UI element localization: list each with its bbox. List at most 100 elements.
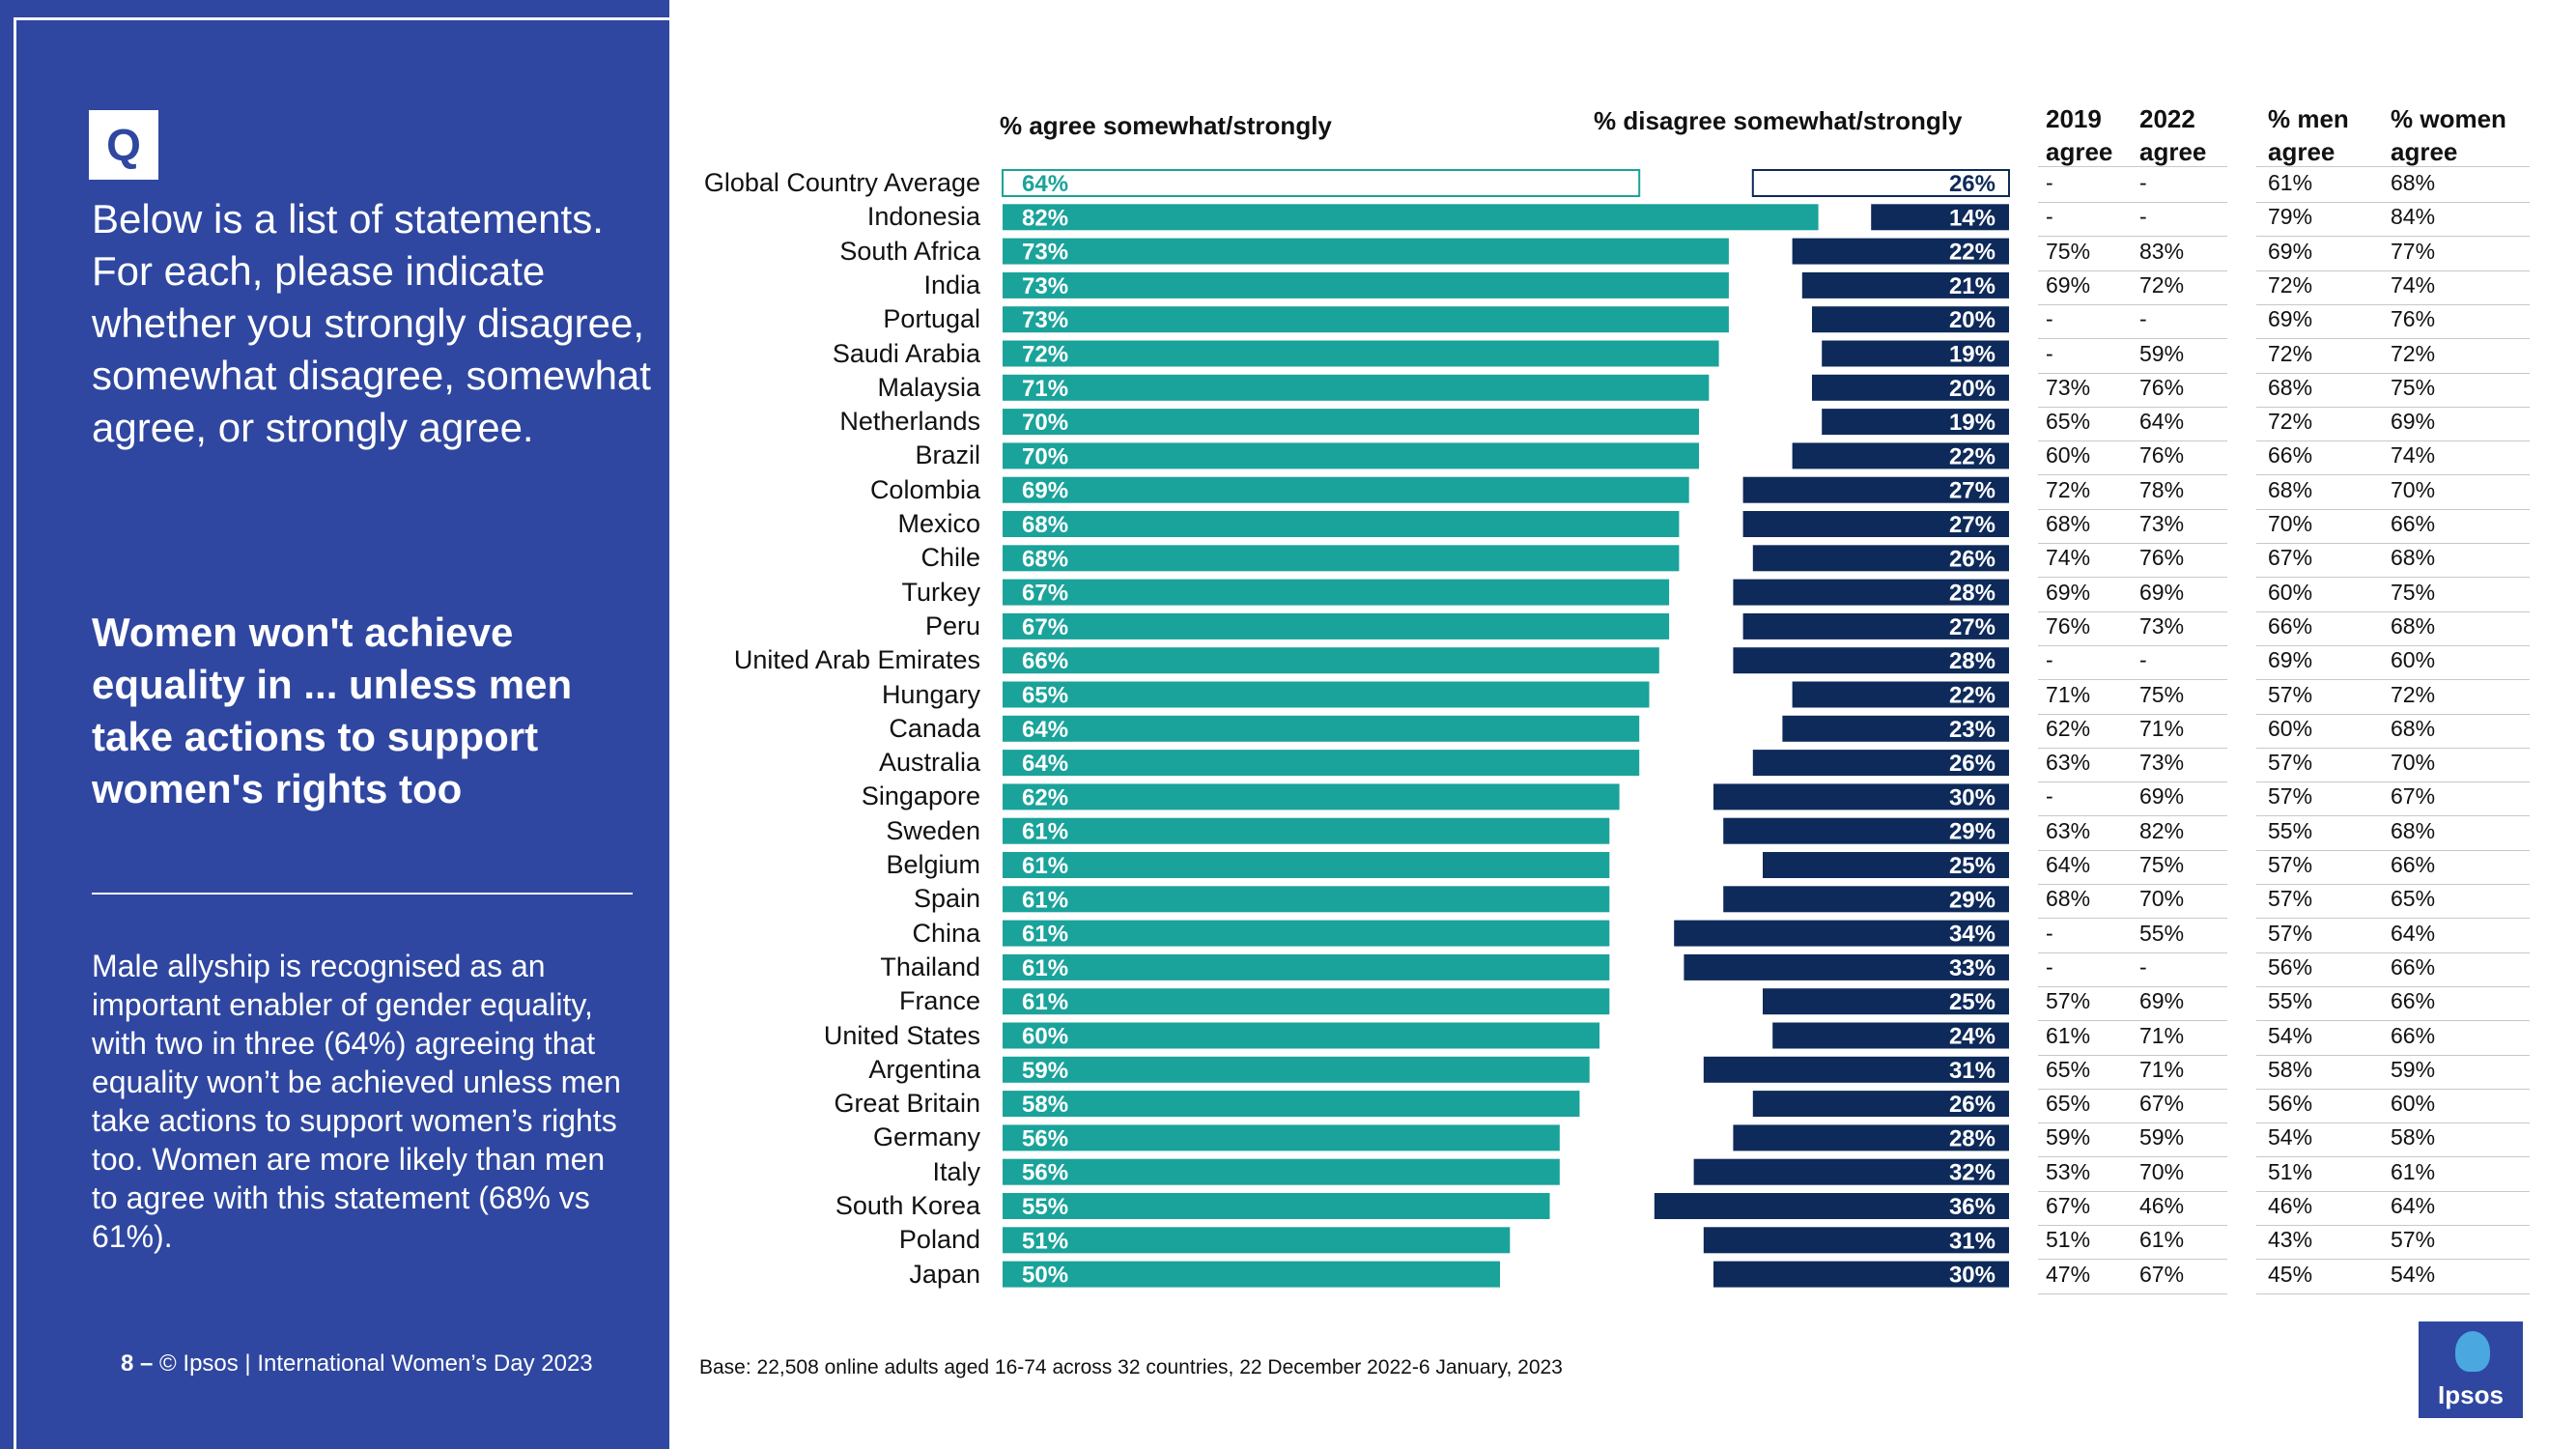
agree-bar bbox=[1003, 1056, 1590, 1083]
table-cell-women: 72% bbox=[2391, 681, 2436, 707]
table-cell-men: 69% bbox=[2268, 647, 2313, 673]
table-cell-men: 66% bbox=[2268, 442, 2313, 469]
table-cell-women: 61% bbox=[2391, 1158, 2436, 1184]
agree-value-label: 64% bbox=[1022, 751, 1068, 777]
disagree-value-label: 27% bbox=[1949, 614, 1996, 640]
table-cell-y2019: - bbox=[2046, 306, 2053, 332]
table-cell-y2022: 75% bbox=[2139, 681, 2185, 707]
disagree-bar bbox=[1792, 442, 2009, 469]
table-cell-men: 67% bbox=[2268, 545, 2313, 571]
table-row-divider bbox=[2256, 270, 2530, 271]
table-cell-y2019: 68% bbox=[2046, 511, 2091, 536]
agree-value-label: 61% bbox=[1022, 955, 1068, 981]
table-row-divider bbox=[2256, 474, 2530, 476]
table-row-divider bbox=[2256, 985, 2530, 987]
agree-bar bbox=[1003, 612, 1670, 639]
disagree-bar bbox=[1792, 681, 2009, 708]
table-cell-women: 69% bbox=[2391, 409, 2436, 435]
table-cell-y2022: 69% bbox=[2139, 783, 2185, 810]
agree-bar bbox=[1003, 988, 1610, 1015]
table-cell-women: 74% bbox=[2391, 442, 2436, 469]
table-row-divider bbox=[2038, 644, 2227, 646]
table-cell-men: 57% bbox=[2268, 681, 2313, 707]
disagree-bar bbox=[1763, 988, 2009, 1015]
header-men: % men agree bbox=[2268, 104, 2349, 166]
base-note: Base: 22,508 online adults aged 16-74 ac… bbox=[699, 1356, 1563, 1378]
country-label: South Korea bbox=[835, 1191, 980, 1220]
table-row-divider bbox=[2038, 815, 2227, 817]
table-row-divider bbox=[2256, 644, 2530, 646]
table-cell-women: 60% bbox=[2391, 647, 2436, 673]
table-row-divider bbox=[2256, 577, 2530, 579]
disagree-bar bbox=[1733, 1124, 2009, 1151]
question-text: Below is a list of statements. For each,… bbox=[92, 196, 651, 450]
disagree-bar bbox=[1713, 1261, 2009, 1288]
table-cell-y2019: - bbox=[2046, 920, 2053, 946]
table-cell-women: 66% bbox=[2391, 988, 2436, 1014]
agree-bar bbox=[1003, 953, 1610, 980]
table-row-divider bbox=[2038, 1293, 2227, 1294]
agree-value-label: 61% bbox=[1022, 819, 1068, 845]
agree-bar bbox=[1003, 442, 1699, 469]
table-row-divider bbox=[2038, 713, 2227, 715]
agree-value-label: 64% bbox=[1022, 717, 1068, 743]
agree-bar bbox=[1003, 1227, 1511, 1254]
disagree-value-label: 27% bbox=[1949, 478, 1996, 504]
disagree-bar bbox=[1703, 1056, 2009, 1083]
table-cell-y2022: 69% bbox=[2139, 579, 2185, 605]
country-label: Peru bbox=[924, 611, 980, 640]
table-cell-men: 46% bbox=[2268, 1193, 2313, 1218]
agree-value-label: 56% bbox=[1022, 1125, 1068, 1151]
table-row-divider bbox=[2038, 543, 2227, 544]
table-row-divider bbox=[2256, 1190, 2530, 1192]
table-cell-women: 54% bbox=[2391, 1261, 2436, 1287]
disagree-value-label: 19% bbox=[1949, 410, 1996, 436]
disagree-bar bbox=[1822, 340, 2009, 367]
table-cell-y2022: - bbox=[2139, 170, 2147, 195]
table-row-divider bbox=[2038, 1259, 2227, 1261]
table-cell-y2019: - bbox=[2046, 170, 2053, 195]
disagree-bar bbox=[1742, 612, 2009, 639]
table-cell-y2022: 76% bbox=[2139, 374, 2185, 400]
table-row-divider bbox=[2256, 918, 2530, 920]
disagree-value-label: 36% bbox=[1949, 1194, 1996, 1220]
table-row-divider bbox=[2256, 1054, 2530, 1056]
table-cell-men: 79% bbox=[2268, 204, 2313, 230]
table-row-divider bbox=[2038, 849, 2227, 851]
table-row-divider bbox=[2038, 508, 2227, 510]
table-cell-men: 57% bbox=[2268, 886, 2313, 912]
table-row-divider bbox=[2038, 611, 2227, 612]
table-cell-y2022: 69% bbox=[2139, 988, 2185, 1014]
table-cell-women: 60% bbox=[2391, 1091, 2436, 1117]
table-cell-y2022: 78% bbox=[2139, 476, 2185, 502]
agree-bar bbox=[1003, 511, 1680, 537]
table-cell-y2019: 64% bbox=[2046, 852, 2091, 877]
table-row-divider bbox=[2038, 884, 2227, 885]
table-row-divider bbox=[2256, 338, 2530, 340]
country-label: United Arab Emirates bbox=[733, 645, 980, 675]
table-cell-women: 67% bbox=[2391, 783, 2436, 810]
country-label: Spain bbox=[913, 884, 980, 914]
disagree-value-label: 33% bbox=[1949, 955, 1996, 981]
table-row-divider bbox=[2256, 202, 2530, 203]
disagree-value-label: 31% bbox=[1949, 1058, 1996, 1084]
table-cell-men: 61% bbox=[2268, 170, 2313, 195]
disagree-value-label: 27% bbox=[1949, 512, 1996, 538]
disagree-bar bbox=[1752, 545, 2009, 572]
country-label: Argentina bbox=[868, 1054, 980, 1084]
table-cell-men: 57% bbox=[2268, 783, 2313, 810]
disagree-value-label: 25% bbox=[1949, 853, 1996, 879]
agree-value-label: 64% bbox=[1022, 171, 1068, 197]
agree-bar bbox=[1003, 476, 1689, 503]
logo-mark-icon bbox=[2455, 1331, 2490, 1372]
table-cell-y2022: 61% bbox=[2139, 1227, 2185, 1253]
disagree-value-label: 29% bbox=[1949, 819, 1996, 845]
country-label: Germany bbox=[872, 1122, 980, 1152]
country-label: Malaysia bbox=[877, 372, 980, 402]
disagree-value-label: 22% bbox=[1949, 240, 1996, 266]
table-cell-y2022: - bbox=[2139, 953, 2147, 980]
table-cell-men: 70% bbox=[2268, 511, 2313, 536]
footer: 8 – © Ipsos | International Women’s Day … bbox=[121, 1350, 593, 1378]
header-women: % women agree bbox=[2391, 104, 2506, 166]
agree-bar bbox=[1003, 340, 1719, 367]
